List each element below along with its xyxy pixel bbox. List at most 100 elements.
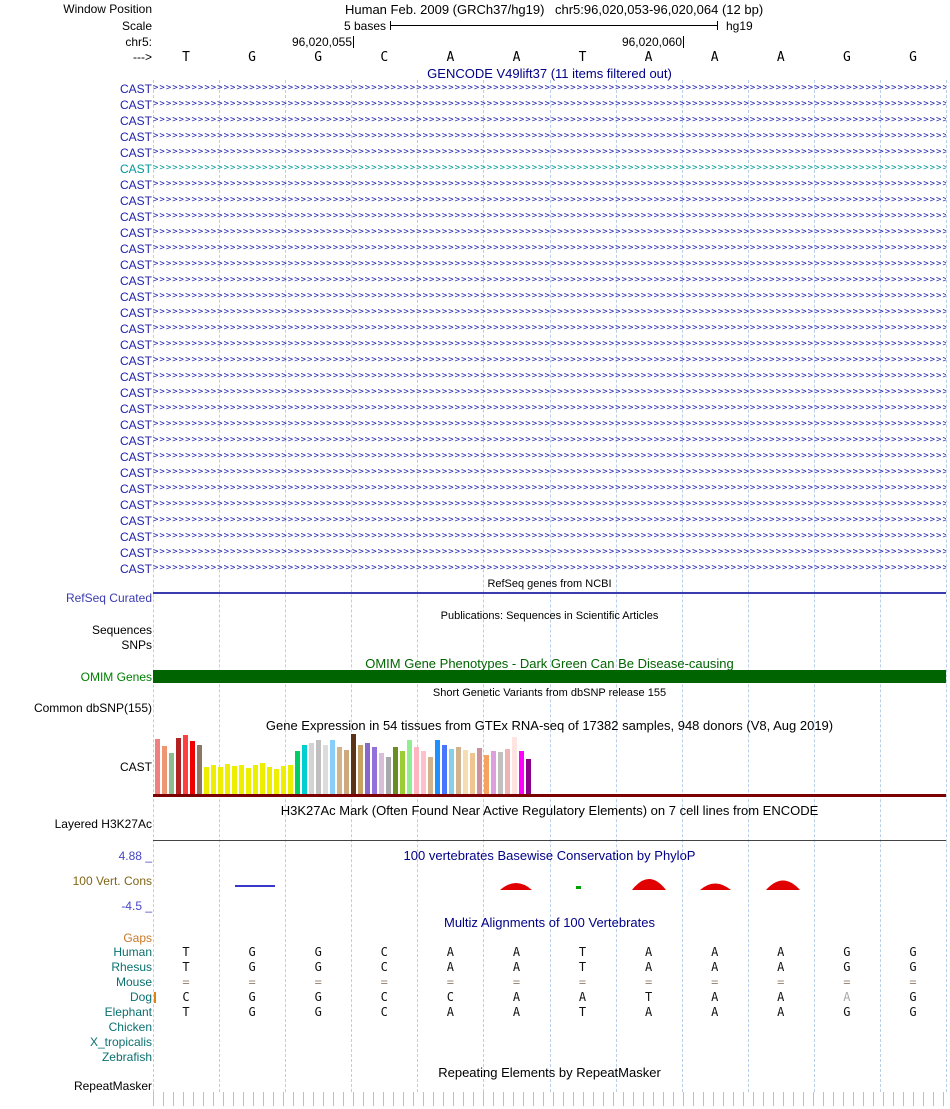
alignment-row[interactable]: Zebrafish <box>0 1050 950 1065</box>
gene-label[interactable]: CAST <box>119 354 152 368</box>
transcript-arrow-line[interactable]: >>>>>>>>>>>>>>>>>>>>>>>>>>>>>>>>>>>>>>>>… <box>153 99 946 109</box>
refseq-curated-label[interactable]: RefSeq Curated <box>65 591 152 605</box>
gene-label[interactable]: CAST <box>119 162 152 176</box>
gencode-transcript-row[interactable]: CAST >>>>>>>>>>>>>>>>>>>>>>>>>>>>>>>>>>>>… <box>0 513 950 529</box>
transcript-arrow-line[interactable]: >>>>>>>>>>>>>>>>>>>>>>>>>>>>>>>>>>>>>>>>… <box>153 467 946 477</box>
dbsnp-label[interactable]: Common dbSNP(155) <box>33 701 152 715</box>
gencode-transcript-row[interactable]: CAST >>>>>>>>>>>>>>>>>>>>>>>>>>>>>>>>>>>>… <box>0 417 950 433</box>
transcript-arrow-line[interactable]: >>>>>>>>>>>>>>>>>>>>>>>>>>>>>>>>>>>>>>>>… <box>153 563 946 573</box>
transcript-arrow-line[interactable]: >>>>>>>>>>>>>>>>>>>>>>>>>>>>>>>>>>>>>>>>… <box>153 83 946 93</box>
transcript-arrow-line[interactable]: >>>>>>>>>>>>>>>>>>>>>>>>>>>>>>>>>>>>>>>>… <box>153 259 946 269</box>
gene-label[interactable]: CAST <box>119 194 152 208</box>
alignment-row[interactable]: X_tropicalis <box>0 1035 950 1050</box>
species-label[interactable]: Dog <box>129 990 152 1004</box>
transcript-arrow-line[interactable]: >>>>>>>>>>>>>>>>>>>>>>>>>>>>>>>>>>>>>>>>… <box>153 115 946 125</box>
gencode-transcript-row[interactable]: CAST >>>>>>>>>>>>>>>>>>>>>>>>>>>>>>>>>>>>… <box>0 497 950 513</box>
transcript-arrow-line[interactable]: >>>>>>>>>>>>>>>>>>>>>>>>>>>>>>>>>>>>>>>>… <box>153 515 946 525</box>
gencode-transcript-row[interactable]: CAST >>>>>>>>>>>>>>>>>>>>>>>>>>>>>>>>>>>>… <box>0 369 950 385</box>
gencode-transcript-row[interactable]: CAST >>>>>>>>>>>>>>>>>>>>>>>>>>>>>>>>>>>>… <box>0 129 950 145</box>
species-label[interactable]: Chicken <box>108 1020 152 1034</box>
publications-snps-label[interactable]: SNPs <box>121 638 152 652</box>
alignment-row[interactable]: Dog C G G C C A A T A A A G <box>0 990 950 1005</box>
alignment-row[interactable]: Mouse = = = = = = = = = = = = <box>0 975 950 990</box>
gene-label[interactable]: CAST <box>119 562 152 576</box>
gencode-transcript-row[interactable]: CAST >>>>>>>>>>>>>>>>>>>>>>>>>>>>>>>>>>>>… <box>0 481 950 497</box>
transcript-arrow-line[interactable]: >>>>>>>>>>>>>>>>>>>>>>>>>>>>>>>>>>>>>>>>… <box>153 307 946 317</box>
gene-label[interactable]: CAST <box>119 178 152 192</box>
gene-label[interactable]: CAST <box>119 482 152 496</box>
h3k27ac-label[interactable]: Layered H3K27Ac <box>54 817 152 831</box>
gene-label[interactable]: CAST <box>119 514 152 528</box>
species-label[interactable]: Elephant <box>104 1005 152 1019</box>
gencode-transcript-row[interactable]: CAST >>>>>>>>>>>>>>>>>>>>>>>>>>>>>>>>>>>>… <box>0 353 950 369</box>
gencode-transcript-row[interactable]: CAST >>>>>>>>>>>>>>>>>>>>>>>>>>>>>>>>>>>>… <box>0 529 950 545</box>
gene-label[interactable]: CAST <box>119 82 152 96</box>
gene-label[interactable]: CAST <box>119 546 152 560</box>
publications-sequences-label[interactable]: Sequences <box>91 623 152 637</box>
gtex-gene-label[interactable]: CAST <box>119 760 152 774</box>
transcript-arrow-line[interactable]: >>>>>>>>>>>>>>>>>>>>>>>>>>>>>>>>>>>>>>>>… <box>153 371 946 381</box>
alignment-row[interactable]: Chicken <box>0 1020 950 1035</box>
transcript-arrow-line[interactable]: >>>>>>>>>>>>>>>>>>>>>>>>>>>>>>>>>>>>>>>>… <box>153 419 946 429</box>
transcript-arrow-line[interactable]: >>>>>>>>>>>>>>>>>>>>>>>>>>>>>>>>>>>>>>>>… <box>153 403 946 413</box>
gencode-transcript-row[interactable]: CAST >>>>>>>>>>>>>>>>>>>>>>>>>>>>>>>>>>>>… <box>0 209 950 225</box>
gencode-transcript-row[interactable]: CAST >>>>>>>>>>>>>>>>>>>>>>>>>>>>>>>>>>>>… <box>0 449 950 465</box>
species-label[interactable]: X_tropicalis <box>89 1035 152 1049</box>
gene-label[interactable]: CAST <box>119 258 152 272</box>
transcript-arrow-line[interactable]: >>>>>>>>>>>>>>>>>>>>>>>>>>>>>>>>>>>>>>>>… <box>153 531 946 541</box>
transcript-arrow-line[interactable]: >>>>>>>>>>>>>>>>>>>>>>>>>>>>>>>>>>>>>>>>… <box>153 339 946 349</box>
alignment-row[interactable]: Rhesus T G G C A A T A A A G G <box>0 960 950 975</box>
transcript-arrow-line[interactable]: >>>>>>>>>>>>>>>>>>>>>>>>>>>>>>>>>>>>>>>>… <box>153 291 946 301</box>
multiz-track[interactable]: Human T G G C A A T A A A G G Rhesus T G G C A A T A A A G G Mouse… <box>0 945 950 1065</box>
multiz-gaps-label[interactable]: Gaps <box>123 931 152 945</box>
gene-label[interactable]: CAST <box>119 274 152 288</box>
gene-label[interactable]: CAST <box>119 306 152 320</box>
transcript-arrow-line[interactable]: >>>>>>>>>>>>>>>>>>>>>>>>>>>>>>>>>>>>>>>>… <box>153 387 946 397</box>
h3k27ac-baseline[interactable] <box>153 840 946 841</box>
gencode-transcript-row[interactable]: CAST >>>>>>>>>>>>>>>>>>>>>>>>>>>>>>>>>>>>… <box>0 545 950 561</box>
species-label[interactable]: Rhesus <box>111 960 152 974</box>
transcript-arrow-line[interactable]: >>>>>>>>>>>>>>>>>>>>>>>>>>>>>>>>>>>>>>>>… <box>153 547 946 557</box>
gene-label[interactable]: CAST <box>119 146 152 160</box>
transcript-arrow-line[interactable]: >>>>>>>>>>>>>>>>>>>>>>>>>>>>>>>>>>>>>>>>… <box>153 227 946 237</box>
repeatmasker-label[interactable]: RepeatMasker <box>73 1079 152 1093</box>
transcript-arrow-line[interactable]: >>>>>>>>>>>>>>>>>>>>>>>>>>>>>>>>>>>>>>>>… <box>153 147 946 157</box>
gene-label[interactable]: CAST <box>119 226 152 240</box>
gene-label[interactable]: CAST <box>119 530 152 544</box>
transcript-arrow-line[interactable]: >>>>>>>>>>>>>>>>>>>>>>>>>>>>>>>>>>>>>>>>… <box>153 499 946 509</box>
gene-label[interactable]: CAST <box>119 130 152 144</box>
omim-gene-bar[interactable] <box>153 670 946 683</box>
gencode-transcript-row[interactable]: CAST >>>>>>>>>>>>>>>>>>>>>>>>>>>>>>>>>>>>… <box>0 161 950 177</box>
species-label[interactable]: Human <box>113 945 152 959</box>
transcript-arrow-line[interactable]: >>>>>>>>>>>>>>>>>>>>>>>>>>>>>>>>>>>>>>>>… <box>153 195 946 205</box>
conservation-wiggle[interactable] <box>153 866 946 898</box>
transcript-arrow-line[interactable]: >>>>>>>>>>>>>>>>>>>>>>>>>>>>>>>>>>>>>>>>… <box>153 131 946 141</box>
gencode-transcript-row[interactable]: CAST >>>>>>>>>>>>>>>>>>>>>>>>>>>>>>>>>>>>… <box>0 385 950 401</box>
transcript-arrow-line[interactable]: >>>>>>>>>>>>>>>>>>>>>>>>>>>>>>>>>>>>>>>>… <box>153 243 946 253</box>
gene-label[interactable]: CAST <box>119 418 152 432</box>
alignment-row[interactable]: Human T G G C A A T A A A G G <box>0 945 950 960</box>
gencode-transcript-row[interactable]: CAST >>>>>>>>>>>>>>>>>>>>>>>>>>>>>>>>>>>>… <box>0 241 950 257</box>
transcript-arrow-line[interactable]: >>>>>>>>>>>>>>>>>>>>>>>>>>>>>>>>>>>>>>>>… <box>153 323 946 333</box>
transcript-arrow-line[interactable]: >>>>>>>>>>>>>>>>>>>>>>>>>>>>>>>>>>>>>>>>… <box>153 179 946 189</box>
gencode-transcript-row[interactable]: CAST >>>>>>>>>>>>>>>>>>>>>>>>>>>>>>>>>>>>… <box>0 561 950 577</box>
gencode-track[interactable]: CAST >>>>>>>>>>>>>>>>>>>>>>>>>>>>>>>>>>>>… <box>0 81 950 577</box>
gencode-transcript-row[interactable]: CAST >>>>>>>>>>>>>>>>>>>>>>>>>>>>>>>>>>>>… <box>0 433 950 449</box>
gene-label[interactable]: CAST <box>119 210 152 224</box>
species-label[interactable]: Mouse <box>115 975 152 989</box>
gene-label[interactable]: CAST <box>119 466 152 480</box>
gene-label[interactable]: CAST <box>119 114 152 128</box>
gencode-transcript-row[interactable]: CAST >>>>>>>>>>>>>>>>>>>>>>>>>>>>>>>>>>>>… <box>0 113 950 129</box>
gencode-transcript-row[interactable]: CAST >>>>>>>>>>>>>>>>>>>>>>>>>>>>>>>>>>>>… <box>0 145 950 161</box>
transcript-arrow-line[interactable]: >>>>>>>>>>>>>>>>>>>>>>>>>>>>>>>>>>>>>>>>… <box>153 435 946 445</box>
transcript-arrow-line[interactable]: >>>>>>>>>>>>>>>>>>>>>>>>>>>>>>>>>>>>>>>>… <box>153 483 946 493</box>
gencode-transcript-row[interactable]: CAST >>>>>>>>>>>>>>>>>>>>>>>>>>>>>>>>>>>>… <box>0 177 950 193</box>
gene-label[interactable]: CAST <box>119 322 152 336</box>
gencode-transcript-row[interactable]: CAST >>>>>>>>>>>>>>>>>>>>>>>>>>>>>>>>>>>>… <box>0 257 950 273</box>
transcript-arrow-line[interactable]: >>>>>>>>>>>>>>>>>>>>>>>>>>>>>>>>>>>>>>>>… <box>153 275 946 285</box>
transcript-arrow-line[interactable]: >>>>>>>>>>>>>>>>>>>>>>>>>>>>>>>>>>>>>>>>… <box>153 163 946 173</box>
gencode-transcript-row[interactable]: CAST >>>>>>>>>>>>>>>>>>>>>>>>>>>>>>>>>>>>… <box>0 273 950 289</box>
gene-label[interactable]: CAST <box>119 450 152 464</box>
alignment-row[interactable]: Elephant T G G C A A T A A A G G <box>0 1005 950 1020</box>
gencode-transcript-row[interactable]: CAST >>>>>>>>>>>>>>>>>>>>>>>>>>>>>>>>>>>>… <box>0 193 950 209</box>
